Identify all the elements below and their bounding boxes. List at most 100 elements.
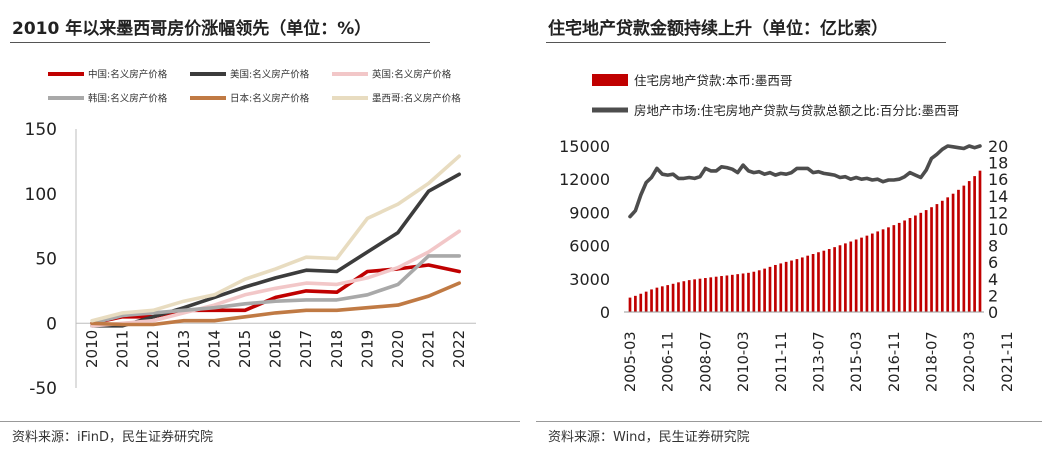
bar <box>849 241 853 312</box>
right-y-tick-label: 0 <box>988 303 998 322</box>
bar <box>693 279 696 312</box>
title-rule <box>546 42 946 43</box>
series-line <box>90 154 462 323</box>
bar <box>887 227 890 312</box>
bar <box>795 259 799 312</box>
right-chart-panel: 住宅地产贷款金额持续上升（单位：亿比索） 住宅房地产贷款:本币:墨西哥 房地产市场… <box>536 0 1056 454</box>
x-tick-label: 2021 <box>420 330 438 368</box>
series-line <box>90 172 462 328</box>
bar <box>800 257 804 312</box>
x-tick-label: 2017 <box>297 330 315 368</box>
right-y-tick-label: 14 <box>988 187 1008 206</box>
bar <box>704 278 707 312</box>
bar <box>881 229 885 312</box>
x-tick-label: 2013-07 <box>811 331 827 392</box>
bar <box>973 176 976 312</box>
y-tick-label: 50 <box>35 250 57 270</box>
bar <box>660 286 664 312</box>
bar <box>655 287 659 312</box>
x-tick-label: 2018 <box>328 330 346 368</box>
x-tick-label: 2006-11 <box>661 331 677 392</box>
bar <box>951 193 955 312</box>
bar <box>757 270 761 312</box>
bar <box>779 263 783 312</box>
y-tick-label: 150 <box>25 120 57 140</box>
x-tick-label: 2014 <box>205 330 223 368</box>
x-tick-label: 2013 <box>175 330 193 368</box>
bar <box>634 295 637 312</box>
bar <box>827 249 831 312</box>
bar <box>639 293 643 312</box>
left-y-tick-label: 15000 <box>559 137 610 156</box>
source-rule <box>0 421 520 422</box>
bar <box>677 282 680 312</box>
left-y-tick-label: 6000 <box>569 237 610 256</box>
left-chart-panel: 2010 年以来墨西哥房价涨幅领先（单位：%） 中国:名义房产价格 美国:名义房产… <box>0 0 520 454</box>
bar <box>714 276 718 312</box>
left-y-tick-label: 9000 <box>569 203 610 222</box>
x-tick-label: 2022 <box>450 330 468 368</box>
bar <box>892 225 896 312</box>
bar <box>768 266 772 312</box>
bar <box>903 220 906 312</box>
bar <box>940 200 944 312</box>
legend-label: 美国:名义房产价格 <box>230 69 310 81</box>
bar <box>806 255 810 312</box>
x-tick-label: 2015-03 <box>849 331 865 392</box>
right-y-tick-label: 4 <box>988 270 998 289</box>
y-tick-label: 100 <box>25 185 57 205</box>
title-rule <box>10 42 430 43</box>
bar <box>914 215 917 312</box>
right-y-tick-label: 16 <box>988 170 1008 189</box>
bar <box>844 243 847 312</box>
bar <box>897 222 901 312</box>
bar <box>790 260 793 312</box>
bar <box>741 273 745 312</box>
bar <box>854 239 858 312</box>
left-y-tick-label: 3000 <box>569 270 610 289</box>
bar <box>650 289 653 312</box>
right-y-tick-label: 6 <box>988 253 998 272</box>
bar <box>709 277 713 312</box>
right-y-tick-label: 8 <box>988 237 998 256</box>
source-note: 资料来源：Wind，民生证券研究院 <box>548 430 750 445</box>
bar <box>784 261 788 312</box>
x-tick-label: 2011-11 <box>774 331 790 392</box>
legend-label: 韩国:名义房产价格 <box>88 93 168 105</box>
x-tick-label: 2021-11 <box>1000 331 1016 392</box>
x-tick-label: 2015 <box>236 330 254 368</box>
x-tick-label: 2020-03 <box>962 331 978 392</box>
bar <box>865 235 869 312</box>
right-y-tick-label: 20 <box>988 137 1008 156</box>
bar <box>833 247 836 312</box>
bar <box>908 218 912 312</box>
x-tick-label: 2005-03 <box>623 331 639 392</box>
right-y-tick-label: 12 <box>988 203 1008 222</box>
bar <box>978 170 982 312</box>
bar <box>774 264 777 312</box>
series-line <box>90 229 462 328</box>
bar <box>962 185 966 312</box>
x-tick-label: 2012 <box>144 330 162 368</box>
y-tick-label: 0 <box>46 314 57 334</box>
x-tick-label: 2016 <box>267 330 285 368</box>
bar <box>747 272 750 312</box>
bar <box>671 283 675 312</box>
left-y-tick-label: 0 <box>600 303 610 322</box>
right-y-tick-label: 18 <box>988 154 1008 173</box>
bar <box>935 204 939 312</box>
right-y-tick-label: 2 <box>988 286 998 305</box>
x-tick-label: 2008-07 <box>698 331 714 392</box>
bar <box>817 252 820 312</box>
bar <box>644 291 648 312</box>
legend-label: 住宅房地产贷款:本币:墨西哥 <box>634 73 792 88</box>
bar <box>946 197 950 312</box>
bar <box>924 210 928 312</box>
left-y-tick-label: 12000 <box>559 170 610 189</box>
x-tick-label: 2010-03 <box>736 331 752 392</box>
bar <box>822 250 826 312</box>
legend-label: 房地产市场:住宅房地产贷款与贷款总额之比:百分比:墨西哥 <box>634 103 959 118</box>
chart-title: 2010 年以来墨西哥房价涨幅领先（单位：%） <box>12 19 372 39</box>
bar <box>752 271 756 312</box>
